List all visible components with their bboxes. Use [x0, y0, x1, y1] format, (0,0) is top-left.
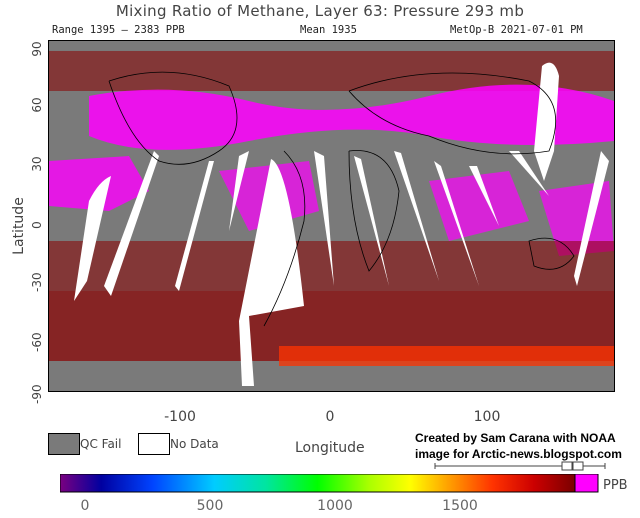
ytick-label: -90	[30, 384, 44, 404]
swath-12	[534, 62, 559, 181]
ytick-label: -30	[30, 272, 44, 292]
swath-5-south-america	[239, 159, 304, 386]
x-axis-label: Longitude	[295, 440, 365, 456]
y-axis-label: Latitude	[10, 197, 27, 255]
mean-text: Mean 1935	[300, 24, 357, 36]
swath-8	[394, 151, 439, 281]
ytick-label: 0	[30, 221, 44, 229]
credit-line-2: image for Arctic-news.blogspot.com	[415, 447, 622, 461]
north-america-outline	[108, 71, 238, 165]
magenta-west-patch	[49, 156, 149, 211]
colorbar	[60, 474, 599, 493]
colorbar-tick: 0	[80, 498, 90, 514]
swath-3	[175, 161, 214, 291]
swath-4	[229, 151, 249, 231]
eurasia-outline	[348, 72, 556, 155]
south-america-outline	[263, 150, 306, 327]
australia-outline	[528, 237, 575, 270]
ytick-label: 90	[30, 41, 44, 57]
swath-9	[434, 161, 479, 286]
qc-fail-label: QC Fail	[80, 437, 122, 451]
credit-line-1: Created by Sam Carana with NOAA	[415, 431, 616, 445]
no-data-label: No Data	[170, 437, 219, 451]
swath-1	[74, 176, 111, 301]
swath-2	[104, 151, 159, 296]
ytick-label: 30	[30, 156, 44, 172]
colorbar-tick: 1500	[442, 498, 478, 514]
swath-11	[509, 151, 549, 196]
qc-fail-swatch	[48, 433, 80, 455]
swath-10	[469, 166, 499, 226]
africa-outline	[348, 150, 400, 272]
colorbar-tick: 1000	[317, 498, 353, 514]
no-data-swatch	[138, 433, 170, 455]
xtick-label: -100	[164, 409, 196, 425]
colorbar-unit: PPB	[603, 478, 628, 493]
antarctic-qc	[49, 366, 614, 391]
swath-7	[354, 156, 389, 286]
satellite-date-text: MetOp-B 2021-07-01 PM	[450, 24, 583, 36]
magenta-north-belt	[89, 84, 614, 150]
swath-6	[314, 151, 334, 286]
scrollbar-widget[interactable]	[430, 461, 610, 471]
xtick-label: 0	[325, 409, 335, 425]
range-text: Range 1395 – 2383 PPB	[52, 24, 185, 36]
map-title: Mixing Ratio of Methane, Layer 63: Press…	[115, 2, 525, 20]
swath-13	[574, 151, 609, 286]
ytick-label: -60	[30, 332, 44, 352]
methane-map	[48, 40, 615, 392]
north-band	[49, 51, 614, 91]
colorbar-tick: 500	[196, 498, 224, 514]
magenta-east-patch	[429, 171, 529, 241]
ytick-label: 60	[30, 97, 44, 113]
xtick-label: 100	[473, 409, 501, 425]
